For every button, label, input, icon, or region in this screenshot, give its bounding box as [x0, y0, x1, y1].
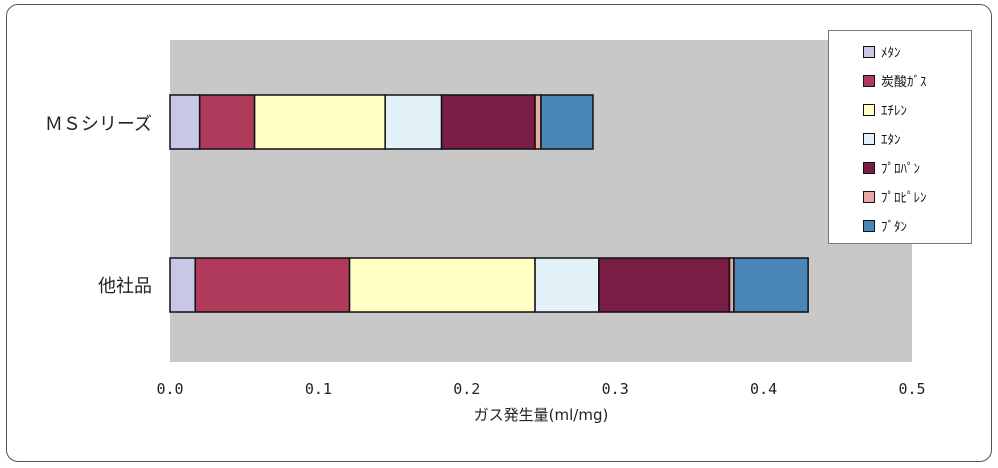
bar-segment-other-company-2 — [348, 257, 536, 313]
x-tick-label: 0.5 — [898, 380, 925, 398]
bar-segment-other-company-1 — [194, 257, 351, 313]
legend-label: ﾌﾞﾀﾝ — [881, 220, 907, 235]
legend-item: ﾌﾟﾛﾊﾟﾝ — [863, 153, 971, 182]
legend-item: ﾌﾞﾀﾝ — [863, 211, 971, 240]
legend-item: ﾌﾟﾛﾋﾟﾚﾝ — [863, 182, 971, 211]
legend-label: ｴﾀﾝ — [881, 133, 901, 148]
bar-segment-other-company-0 — [169, 257, 196, 313]
bar-segment-ms-series-0 — [169, 94, 201, 150]
x-axis-title: ガス発生量(ml/mg) — [474, 406, 609, 424]
x-tick-label: 0.0 — [156, 380, 183, 398]
bar-segment-ms-series-3 — [384, 94, 443, 150]
x-tick-label: 0.1 — [305, 380, 332, 398]
bar-segment-ms-series-5 — [534, 94, 542, 150]
legend: ﾒﾀﾝ 炭酸ｶﾞｽ ｴﾁﾚﾝ ｴﾀﾝ ﾌﾟﾛﾊﾟﾝ ﾌﾟﾛﾋﾟﾚﾝ ﾌﾞﾀﾝ — [828, 30, 972, 244]
legend-swatch — [863, 132, 875, 145]
x-tick-label: 0.3 — [602, 380, 629, 398]
legend-swatch — [863, 74, 875, 87]
bar-segment-ms-series-4 — [440, 94, 536, 150]
bar-segment-ms-series-1 — [198, 94, 256, 150]
legend-label: 炭酸ｶﾞｽ — [881, 75, 927, 90]
bar-segment-other-company-4 — [598, 257, 731, 313]
legend-label: ﾌﾟﾛﾊﾟﾝ — [881, 162, 920, 177]
legend-item: ｴﾀﾝ — [863, 124, 971, 153]
legend-label: ﾌﾟﾛﾋﾟﾚﾝ — [881, 191, 927, 206]
bar-segment-other-company-6 — [733, 257, 809, 313]
legend-swatch — [863, 219, 875, 232]
category-label-other-company: 他社品 — [98, 276, 152, 297]
plot-area — [170, 40, 912, 362]
legend-swatch — [863, 103, 875, 116]
category-label-ms-series: ＭＳシリーズ — [45, 114, 152, 135]
legend-swatch — [863, 190, 875, 203]
bar-segment-other-company-3 — [534, 257, 600, 313]
bar-segment-ms-series-6 — [540, 94, 594, 150]
legend-swatch — [863, 45, 875, 58]
legend-item: ﾒﾀﾝ — [863, 37, 971, 66]
legend-label: ﾒﾀﾝ — [881, 46, 901, 61]
legend-item: 炭酸ｶﾞｽ — [863, 66, 971, 95]
legend-label: ｴﾁﾚﾝ — [881, 104, 907, 119]
x-tick-label: 0.2 — [453, 380, 480, 398]
legend-item: ｴﾁﾚﾝ — [863, 95, 971, 124]
bar-segment-ms-series-2 — [253, 94, 386, 150]
x-tick-label: 0.4 — [750, 380, 777, 398]
legend-swatch — [863, 161, 875, 174]
